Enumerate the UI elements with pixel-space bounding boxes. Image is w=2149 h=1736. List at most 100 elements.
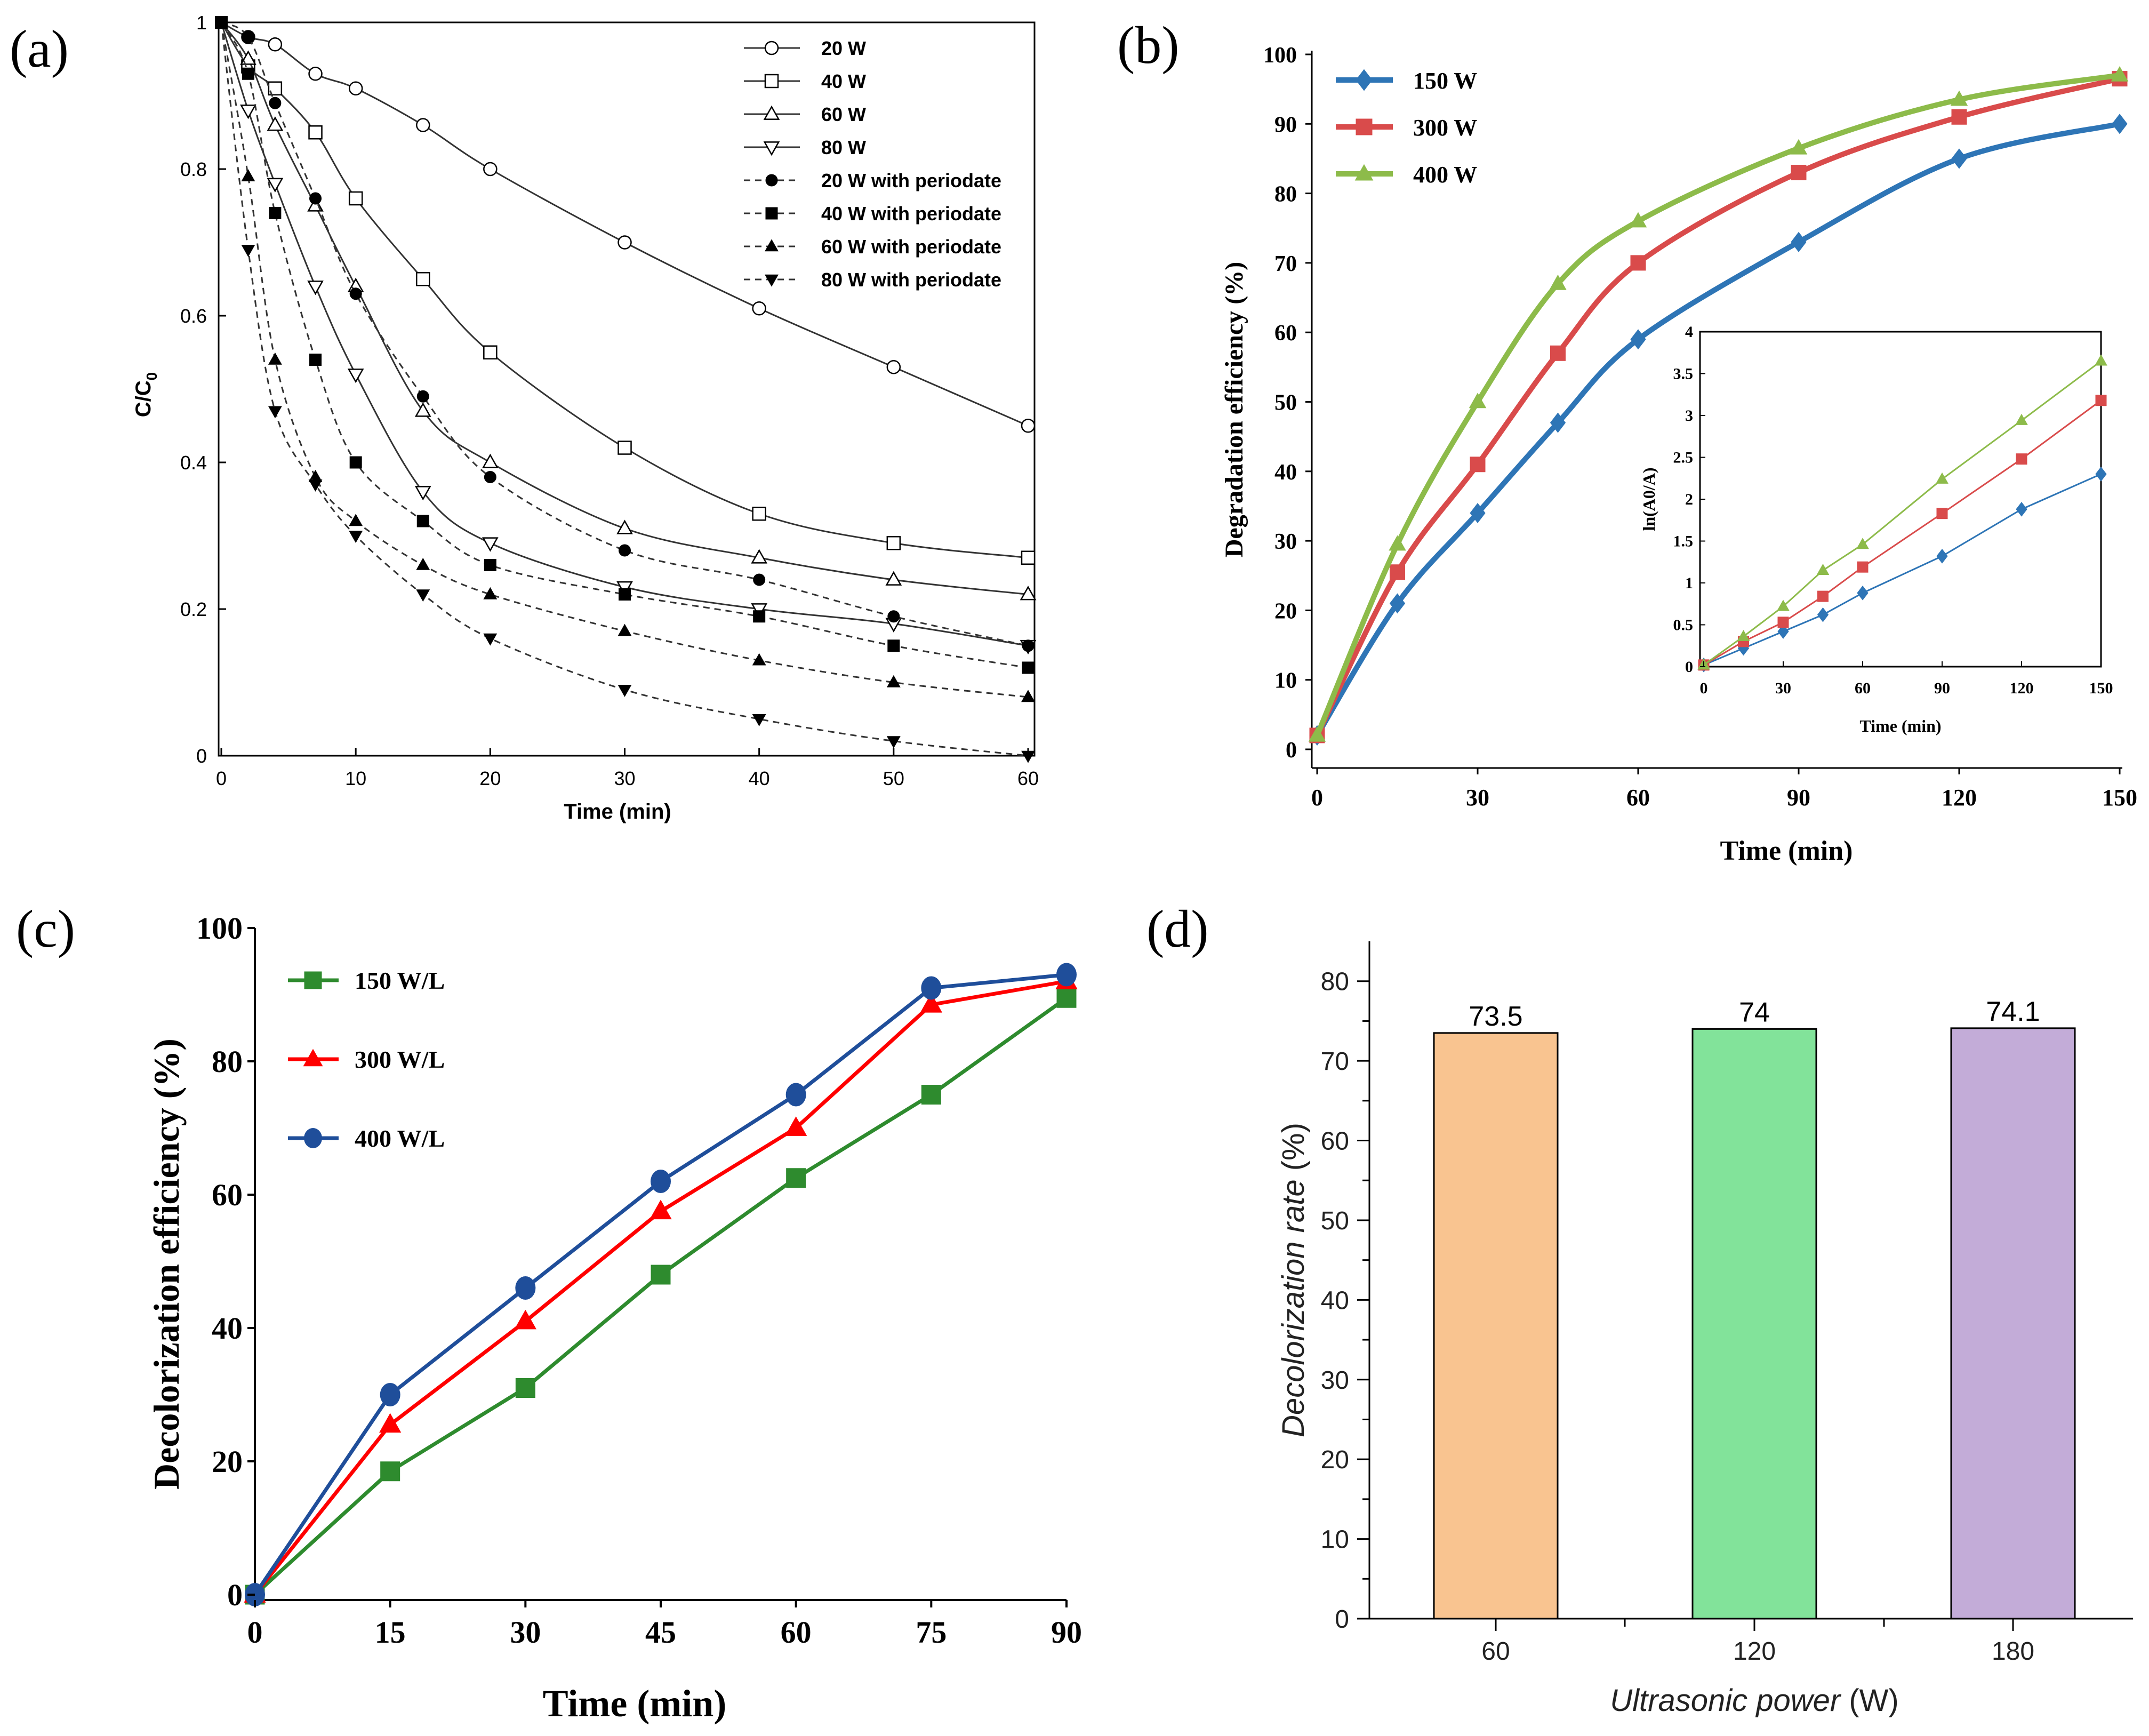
panel-a-point xyxy=(618,684,632,697)
panel-a-point xyxy=(616,581,633,596)
panel-b-point xyxy=(1790,139,1808,155)
panel-c-xtick-label: 60 xyxy=(781,1615,812,1650)
panel-c-ylabel: Decolorization efficiency (%) xyxy=(146,1038,187,1490)
panel-c-ytick-label: 0 xyxy=(227,1578,243,1612)
panel-c-point xyxy=(1056,988,1077,1008)
panel-a-point xyxy=(267,116,284,131)
panel-b-ytick-label: 40 xyxy=(1274,460,1297,485)
panel-b-ytick-label: 60 xyxy=(1274,321,1297,346)
panel-b-xtick-label: 0 xyxy=(1311,785,1323,811)
panel-a-point xyxy=(619,544,631,557)
panel-a-chart: (a) 0 10 20 30 40 50 60 0 0.2 0.4 0.6 0.8 1 20 W 40 … xyxy=(10,12,1039,823)
panel-a-point xyxy=(240,105,256,119)
panel-a-point xyxy=(1021,550,1036,565)
panel-d-chart: (d) 73.5 74 74.1 60 120 180 0 10 20 30 40 50 60 70 8… xyxy=(1146,899,2133,1718)
panel-b-ytick-label: 20 xyxy=(1274,599,1297,623)
panel-a-ytick-label: 1 xyxy=(196,12,207,34)
panel-a-point xyxy=(483,587,498,599)
panel-a-point xyxy=(242,31,254,43)
panel-a-point xyxy=(484,471,496,483)
panel-a-point xyxy=(242,67,254,80)
panel-b-inset-point xyxy=(1817,607,1829,622)
panel-d-ytick-label: 40 xyxy=(1321,1286,1349,1315)
panel-c-ytick-label: 80 xyxy=(212,1044,243,1079)
panel-b-legend-marker xyxy=(1356,69,1373,91)
panel-a-point xyxy=(268,81,283,95)
panel-c-legend-label: 150 W/L xyxy=(355,967,445,994)
panel-a-point xyxy=(241,169,255,182)
panel-a-xtick-label: 10 xyxy=(345,767,366,789)
panel-d-xtick-label: 180 xyxy=(1992,1637,2034,1666)
panel-b-ytick-label: 70 xyxy=(1274,252,1297,276)
panel-c-point xyxy=(380,1383,400,1406)
panel-c-point xyxy=(514,1309,536,1330)
panel-b-point xyxy=(1469,393,1487,409)
panel-a-point xyxy=(416,515,429,527)
panel-b-inset-point xyxy=(1936,548,1948,564)
panel-c-point xyxy=(651,1265,671,1285)
panel-a-series-line-4 xyxy=(221,21,1029,647)
panel-b-point xyxy=(1470,457,1486,473)
panel-b-point xyxy=(1308,726,1326,742)
panel-a-point xyxy=(269,207,282,219)
panel-b-inset-xtick-label: 60 xyxy=(1855,679,1871,697)
panel-b-inset-ytick-label: 4 xyxy=(1685,323,1693,341)
panel-c-label: (c) xyxy=(16,899,75,958)
panel-b-point xyxy=(1791,165,1807,181)
panel-c-ytick-label: 100 xyxy=(196,911,243,946)
panel-b-inset-xtick-label: 30 xyxy=(1775,679,1791,697)
panel-b-inset-point xyxy=(2016,453,2027,465)
panel-b-legend-label: 300 W xyxy=(1413,115,1477,141)
panel-d-bar-value-label: 74.1 xyxy=(1986,996,2040,1027)
panel-b-series-line-0 xyxy=(1314,121,2122,738)
panel-a-legend-label: 60 W xyxy=(821,103,866,125)
panel-b-point xyxy=(1549,274,1567,290)
panel-b-inset-line-2 xyxy=(1703,360,2102,666)
panel-a-legend-label: 40 W xyxy=(821,70,866,92)
panel-b-ytick-label: 80 xyxy=(1274,182,1297,207)
panel-a-point xyxy=(752,301,766,316)
panel-a-point xyxy=(887,639,900,652)
panel-a-xtick-label: 50 xyxy=(883,767,904,789)
panel-b-inset-ytick-label: 2.5 xyxy=(1673,449,1694,467)
panel-b-inset-xtick-label: 90 xyxy=(1934,679,1950,697)
panel-a-point xyxy=(752,507,766,521)
panel-d-xtick-label: 120 xyxy=(1733,1637,1776,1666)
panel-b-xtick-label: 150 xyxy=(2102,785,2137,811)
panel-a-point xyxy=(886,675,901,687)
panel-b-inset-point xyxy=(1857,586,1869,601)
panel-b-legend-marker xyxy=(1356,118,1373,135)
panel-b-inset-point xyxy=(2095,395,2107,406)
panel-b-inset-point xyxy=(1777,599,1790,611)
panel-d-bar-180 xyxy=(1950,1027,2076,1620)
panel-b-inset-xlabel: Time (min) xyxy=(1859,716,1941,735)
panel-b-label: (b) xyxy=(1117,15,1180,75)
panel-d-ytick-label: 60 xyxy=(1321,1127,1349,1156)
panel-b-inset-ytick-label: 0.5 xyxy=(1673,617,1694,634)
panel-c-point xyxy=(651,1170,671,1193)
panel-b-legend-marker xyxy=(1354,164,1374,181)
panel-a-point xyxy=(416,390,429,403)
panel-b-inset-point xyxy=(1856,538,1869,549)
panel-a-point xyxy=(619,588,631,601)
panel-a-xlabel: Time (min) xyxy=(564,800,671,823)
panel-a-frame xyxy=(218,21,1036,757)
panel-a-point xyxy=(887,610,900,623)
panel-b-point xyxy=(2112,114,2128,134)
panel-a-point xyxy=(886,360,901,374)
panel-a-point xyxy=(886,536,901,550)
panel-d-xlabel: Ultrasonic power (W) xyxy=(1610,1683,1898,1718)
panel-a-legend-marker xyxy=(763,105,780,120)
panel-d-bar-value-label: 73.5 xyxy=(1469,1001,1522,1032)
panel-a-point xyxy=(1021,419,1036,433)
panel-d-bar-60 xyxy=(1433,1032,1559,1620)
panel-a-point xyxy=(348,81,363,95)
panel-b-inset-xtick-label: 150 xyxy=(2089,679,2113,697)
panel-a-point xyxy=(267,178,284,193)
panel-a-point xyxy=(618,623,632,636)
panel-b-chart: (b) 0 30 60 90 120 150 0102030405060708090100… xyxy=(1117,15,2137,866)
panel-c-ytick-label: 40 xyxy=(212,1311,243,1346)
panel-a-legend-marker xyxy=(764,41,779,55)
panel-b-point xyxy=(1951,148,1967,169)
panel-a-point xyxy=(268,37,283,52)
